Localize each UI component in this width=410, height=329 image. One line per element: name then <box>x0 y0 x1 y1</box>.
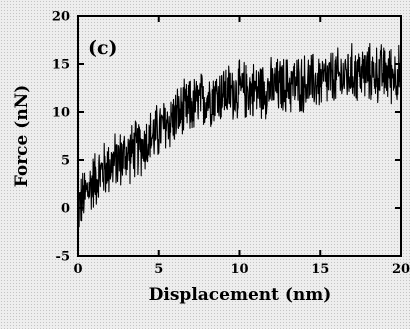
y-tick-label: 20 <box>52 10 70 25</box>
x-axis-title: Displacement (nm) <box>149 285 332 305</box>
x-tick-label: 5 <box>154 262 163 277</box>
plot-frame <box>77 15 402 257</box>
x-tick-label: 20 <box>392 262 410 277</box>
series-layer <box>77 42 402 228</box>
y-tick-label: 15 <box>52 58 70 73</box>
y-tick-label: -5 <box>56 250 70 265</box>
y-tick-label: 5 <box>61 154 70 169</box>
y-tick-label: 0 <box>61 202 70 217</box>
x-tick-label: 15 <box>311 262 329 277</box>
x-tick-label: 0 <box>73 262 82 277</box>
y-axis-title: Force (nN) <box>12 85 32 188</box>
x-tick-label: 10 <box>230 262 248 277</box>
y-tick-label: 10 <box>52 106 70 121</box>
force-trace <box>77 42 402 228</box>
panel-label: (c) <box>88 37 118 59</box>
